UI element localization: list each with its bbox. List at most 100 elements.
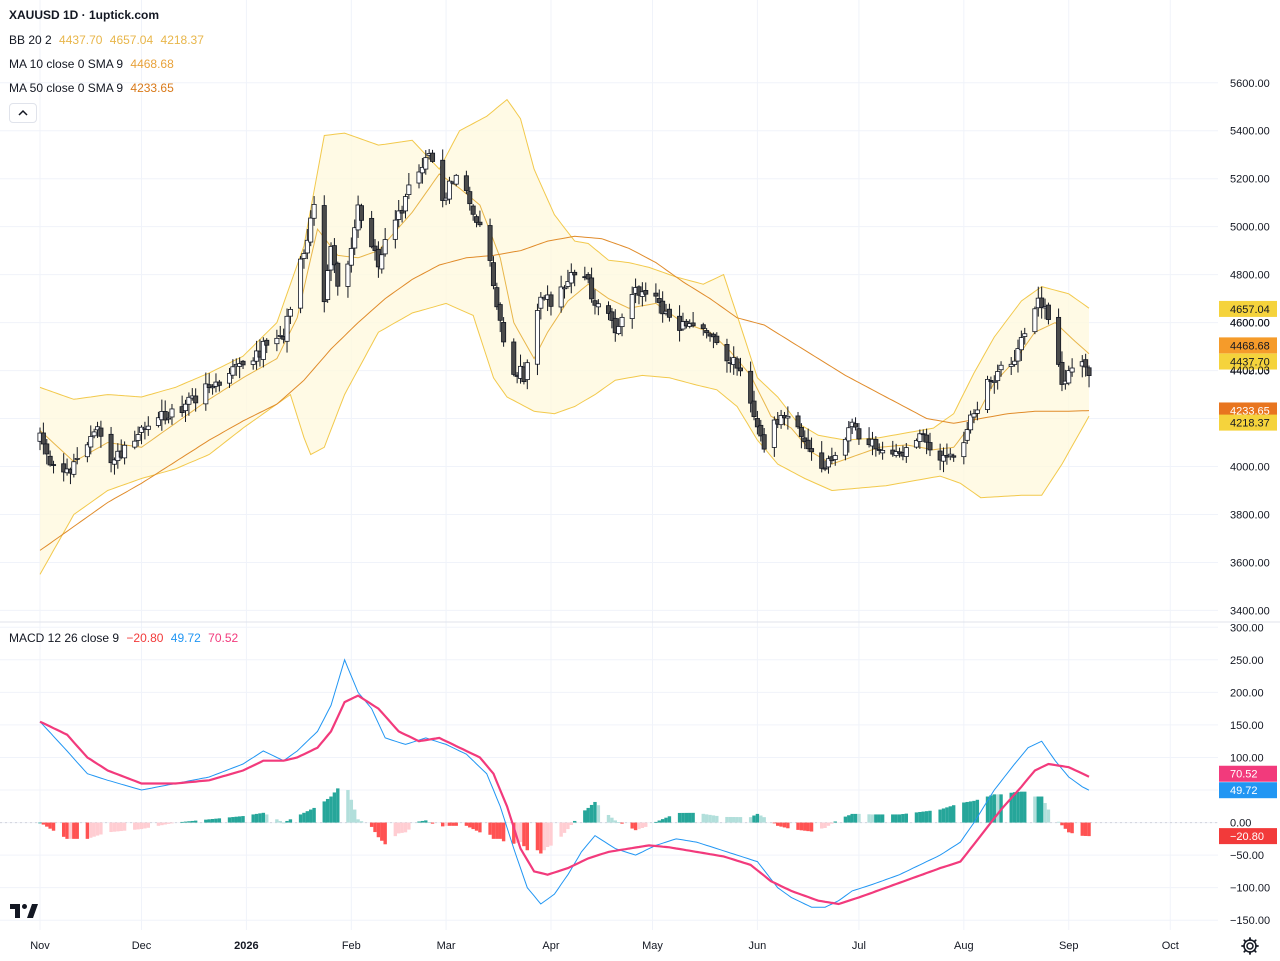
macd-histogram-bar bbox=[204, 819, 208, 823]
macd-histogram-bar bbox=[61, 822, 66, 837]
collapse-legend-button[interactable] bbox=[9, 103, 37, 123]
candle-body bbox=[260, 340, 266, 360]
candle-body bbox=[321, 205, 327, 303]
macd-histogram-bar bbox=[951, 805, 956, 823]
macd-histogram-bar bbox=[1039, 796, 1044, 823]
candle-body bbox=[612, 317, 618, 334]
macd-histogram-bar bbox=[227, 817, 232, 823]
macd-histogram-bar bbox=[755, 813, 760, 823]
candle-body bbox=[568, 272, 574, 284]
macd-histogram-bar bbox=[823, 822, 827, 828]
macd-histogram-bar bbox=[542, 822, 546, 851]
macd-histogram-bar bbox=[329, 796, 333, 823]
candle-body bbox=[656, 298, 662, 303]
macd-histogram-bar bbox=[275, 819, 279, 823]
macd-histogram-bar bbox=[322, 801, 326, 823]
candle-body bbox=[369, 217, 375, 248]
macd-histogram-bar bbox=[99, 822, 103, 835]
candle-body bbox=[754, 418, 760, 428]
candle-body bbox=[920, 433, 926, 436]
macd-histogram-bar bbox=[613, 820, 617, 823]
macd-histogram-bar bbox=[914, 812, 919, 823]
price-badge bbox=[1219, 300, 1277, 317]
macd-histogram-bar bbox=[924, 811, 929, 823]
macd-histogram-bar bbox=[870, 814, 875, 823]
legend-ma50[interactable]: MA 50 close 0 SMA 9 4233.65 bbox=[9, 81, 178, 95]
macd-histogram-bar bbox=[48, 822, 52, 829]
candle-body bbox=[40, 432, 46, 445]
macd-histogram-bar bbox=[728, 816, 733, 823]
macd-histogram-bar bbox=[995, 794, 1000, 823]
candle-body bbox=[1066, 370, 1072, 384]
macd-histogram-bar bbox=[156, 822, 161, 826]
legend-ma10-value: 4468.68 bbox=[130, 57, 174, 71]
legend-bb-upper: 4657.04 bbox=[109, 33, 154, 47]
price-badge-label: 4218.37 bbox=[1230, 418, 1270, 430]
legend-macd-label: MACD 12 26 close 9 bbox=[9, 631, 120, 645]
candle-body bbox=[700, 324, 706, 330]
bollinger-band-area bbox=[40, 99, 1089, 575]
candle-body bbox=[335, 262, 341, 287]
macd-histogram-bar bbox=[109, 822, 113, 833]
legend-bollinger[interactable]: BB 20 2 4437.70 4657.04 4218.37 bbox=[9, 33, 208, 47]
candle-body bbox=[240, 360, 246, 366]
candle-body bbox=[572, 271, 578, 276]
macd-histogram-bar bbox=[711, 815, 716, 823]
macd-histogram-bar bbox=[254, 813, 259, 823]
time-tick-label: Apr bbox=[542, 940, 559, 952]
macd-histogram-bar bbox=[495, 822, 499, 839]
legend-ma50-value: 4233.65 bbox=[130, 81, 174, 95]
macd-histogram-bar bbox=[136, 822, 140, 830]
candle-body bbox=[562, 287, 568, 290]
macd-histogram-bar bbox=[704, 814, 709, 823]
macd-histogram-bar bbox=[501, 822, 506, 842]
candle-body bbox=[186, 396, 192, 405]
candle-body bbox=[494, 287, 500, 308]
candle-body bbox=[534, 310, 540, 365]
macd-histogram-bar bbox=[772, 822, 777, 824]
macd-histogram-bar bbox=[583, 810, 587, 823]
ma50-line bbox=[39, 235, 1090, 551]
tradingview-logo[interactable] bbox=[10, 902, 38, 920]
macd-histogram-bar bbox=[715, 815, 719, 823]
candle-body bbox=[971, 413, 977, 418]
macd-histogram-bar bbox=[989, 795, 993, 823]
candle-body bbox=[758, 424, 764, 437]
macd-histogram-bar bbox=[116, 822, 120, 832]
gear-icon[interactable] bbox=[1240, 936, 1260, 956]
candle-body bbox=[497, 304, 503, 321]
macd-histogram-bar bbox=[95, 822, 100, 836]
macd-histogram-bar bbox=[89, 822, 93, 838]
macd-histogram-bar bbox=[1036, 796, 1040, 823]
macd-histogram-bar bbox=[491, 822, 496, 839]
candle-body bbox=[995, 371, 1001, 382]
price-tick-label: 4800.00 bbox=[1230, 270, 1270, 282]
macd-histogram-bar bbox=[180, 821, 184, 823]
macd-tick-label: 150.00 bbox=[1230, 720, 1264, 732]
candle-body bbox=[430, 152, 436, 162]
candle-body bbox=[1012, 360, 1018, 365]
macd-histogram-bar bbox=[281, 822, 286, 824]
macd-histogram-bar bbox=[1012, 792, 1017, 823]
candle-body bbox=[1032, 308, 1038, 333]
macd-histogram-bar bbox=[146, 822, 150, 828]
candle-body bbox=[206, 384, 212, 389]
candle-body bbox=[311, 204, 317, 219]
macd-histogram-bar bbox=[941, 808, 946, 823]
candle-body bbox=[446, 180, 452, 200]
macd-tick-label: 0.00 bbox=[1230, 818, 1251, 830]
candle-body bbox=[964, 429, 970, 441]
price-badge bbox=[1219, 353, 1277, 370]
candle-body bbox=[558, 286, 564, 308]
macd-histogram-bar bbox=[1083, 822, 1088, 836]
macd-histogram-bar bbox=[217, 818, 222, 823]
legend-ma10[interactable]: MA 10 close 0 SMA 9 4468.68 bbox=[9, 57, 178, 71]
time-tick-label: Feb bbox=[342, 940, 361, 952]
macd-histogram-bar bbox=[1016, 791, 1020, 823]
macd-histogram-bar bbox=[850, 813, 854, 823]
macd-histogram-bar bbox=[847, 815, 851, 823]
legend-macd[interactable]: MACD 12 26 close 9 −20.80 49.72 70.52 bbox=[9, 631, 242, 645]
macd-histogram-bar bbox=[965, 801, 969, 823]
axes: 5600.00 5400.00 5200.00 5000.00 4800.00 4600.… bbox=[30, 78, 1277, 952]
